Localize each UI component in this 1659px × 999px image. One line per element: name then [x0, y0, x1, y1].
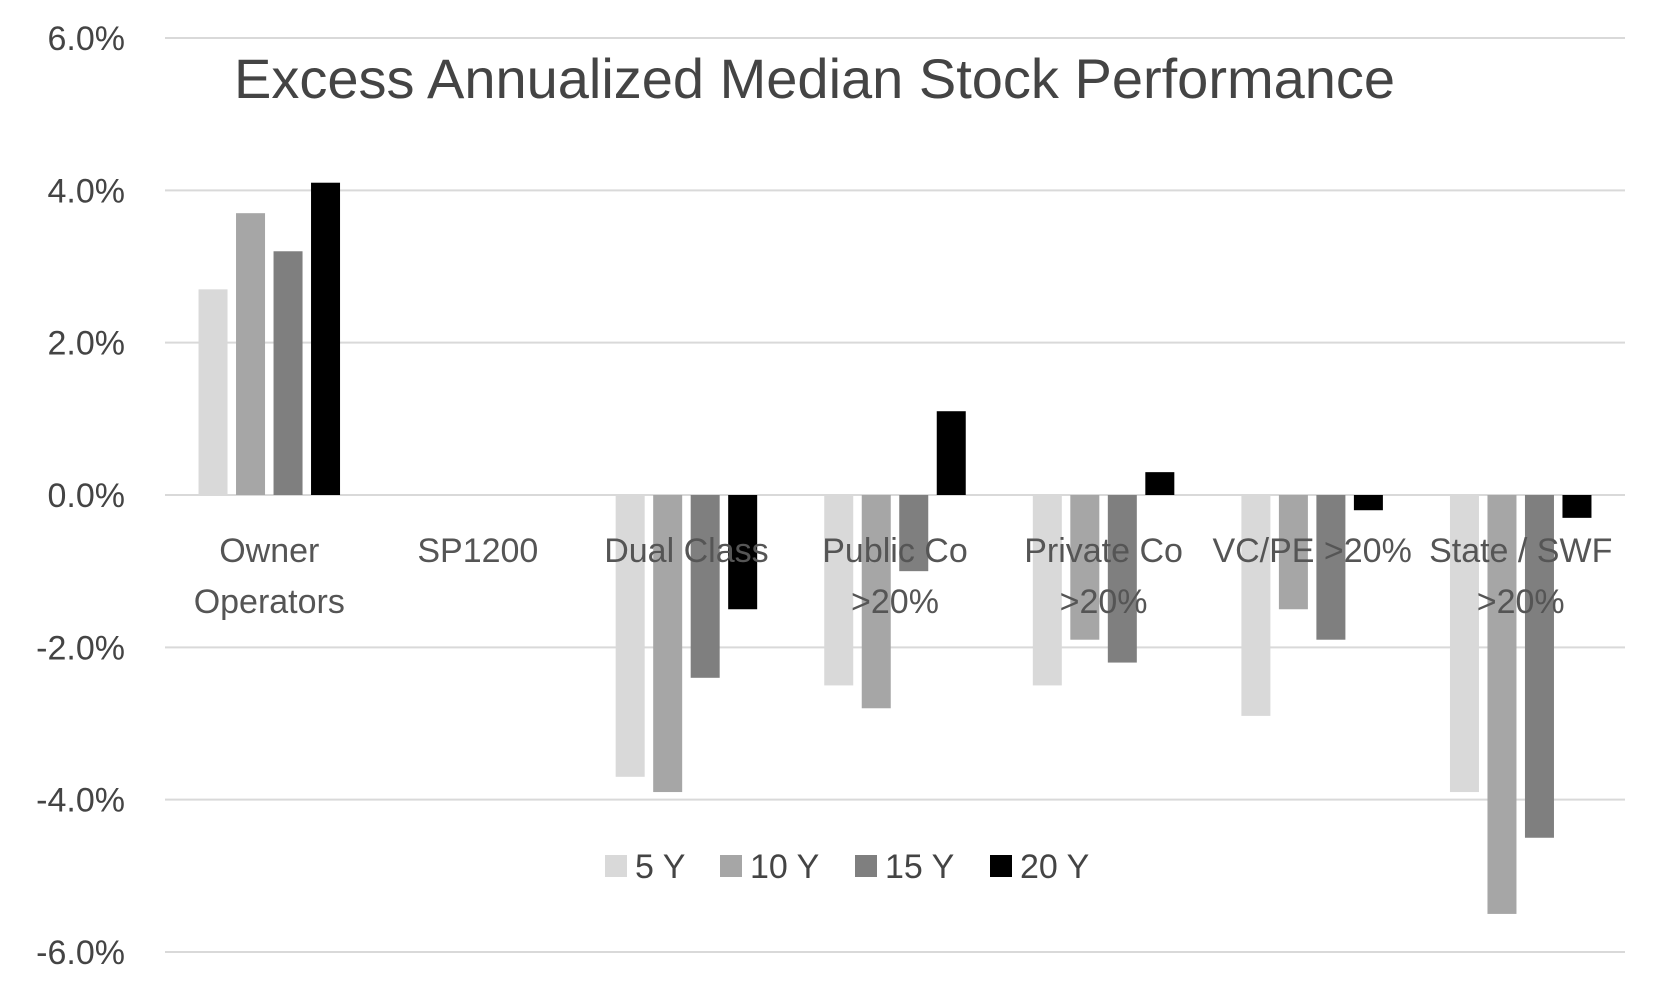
bar	[690, 495, 720, 678]
legend-swatch	[855, 855, 877, 877]
chart-title: Excess Annualized Median Stock Performan…	[234, 47, 1395, 110]
bar	[1070, 495, 1100, 640]
bar	[1032, 495, 1062, 686]
y-axis: 6.0% 4.0% 2.0% 0.0% -2.0% -4.0% -6.0%	[36, 20, 125, 972]
bar	[236, 213, 266, 495]
y-tick-label: 2.0%	[48, 325, 126, 363]
bar	[1316, 495, 1346, 640]
bar	[1145, 472, 1175, 495]
category-label: State / SWF	[1429, 532, 1612, 570]
bar	[1107, 495, 1137, 663]
y-tick-label: 0.0%	[48, 477, 126, 515]
bar	[1449, 495, 1479, 793]
legend-swatch	[990, 855, 1012, 877]
category-label: Public Co	[822, 532, 968, 570]
bars	[198, 182, 1592, 914]
bar	[273, 251, 303, 495]
y-tick-label: -4.0%	[36, 782, 125, 820]
y-tick-label: -6.0%	[36, 934, 125, 972]
category-label: Operators	[194, 583, 345, 621]
legend-label: 20 Y	[1020, 848, 1089, 886]
category-label: >20%	[851, 583, 939, 621]
legend-swatch	[605, 855, 627, 877]
legend-label: 15 Y	[885, 848, 954, 886]
category-label: Dual Class	[604, 532, 768, 570]
legend-label: 10 Y	[750, 848, 819, 886]
legend-label: 5 Y	[635, 848, 685, 886]
category-label: Owner	[219, 532, 319, 570]
bar	[1241, 495, 1271, 716]
bar	[728, 495, 758, 610]
bar	[1278, 495, 1308, 610]
bar	[1562, 495, 1592, 518]
legend: 5 Y 10 Y 15 Y 20 Y	[605, 848, 1089, 886]
category-label: VC/PE >20%	[1212, 532, 1411, 570]
category-label: SP1200	[417, 532, 538, 570]
bar	[1353, 495, 1383, 511]
bar	[1487, 495, 1517, 914]
category-label: >20%	[1060, 583, 1148, 621]
category-label: Private Co	[1024, 532, 1183, 570]
y-tick-label: -2.0%	[36, 629, 125, 667]
bar	[1524, 495, 1554, 838]
bar	[899, 495, 929, 572]
bar	[936, 411, 966, 495]
gridlines	[165, 37, 1625, 953]
bar	[198, 289, 228, 495]
bar	[824, 495, 854, 686]
bar	[311, 182, 341, 495]
bar	[861, 495, 891, 709]
y-tick-label: 4.0%	[48, 172, 126, 210]
bar	[653, 495, 683, 793]
bar	[615, 495, 645, 777]
x-axis-categories: Owner Operators SP1200 Dual Class Public Co >…	[194, 532, 1613, 621]
legend-swatch	[720, 855, 742, 877]
category-label: >20%	[1477, 583, 1565, 621]
y-tick-label: 6.0%	[48, 20, 126, 58]
